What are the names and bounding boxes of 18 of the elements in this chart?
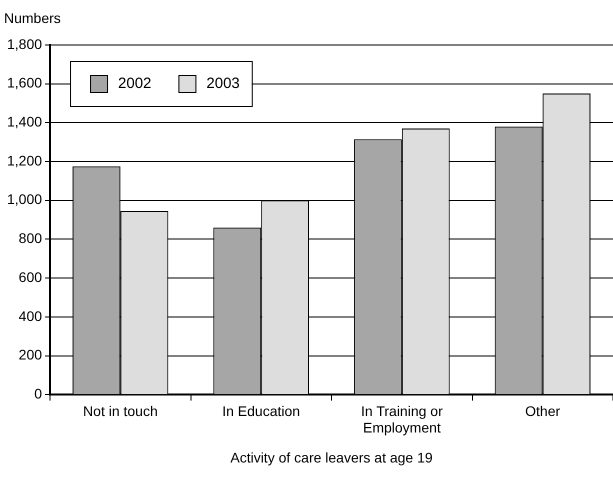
x-axis-title: Activity of care leavers at age 19 bbox=[230, 449, 433, 466]
y-tick-label: 800 bbox=[18, 230, 42, 246]
y-tick-label: 1,800 bbox=[6, 36, 42, 52]
y-tick-label: 1,400 bbox=[6, 114, 42, 130]
y-tick-label: 600 bbox=[18, 268, 42, 285]
y-tick-label: 0 bbox=[34, 385, 42, 402]
x-tick-label: In Training or Employment bbox=[361, 402, 444, 436]
x-tick-label: Other bbox=[525, 402, 560, 419]
legend-label: 2002 bbox=[118, 75, 152, 92]
y-tick-label: 1,600 bbox=[6, 74, 42, 91]
x-tick-label: In Education bbox=[222, 402, 300, 419]
y-tick-label: 400 bbox=[18, 308, 42, 324]
y-tick-label: 1,200 bbox=[6, 152, 42, 168]
x-tick-label: Not in touch bbox=[83, 402, 158, 419]
legend-label: 2003 bbox=[206, 75, 240, 92]
y-tick-label: 1,000 bbox=[6, 191, 42, 208]
y-axis-title: Numbers bbox=[4, 10, 61, 26]
y-tick-label: 200 bbox=[18, 346, 42, 363]
